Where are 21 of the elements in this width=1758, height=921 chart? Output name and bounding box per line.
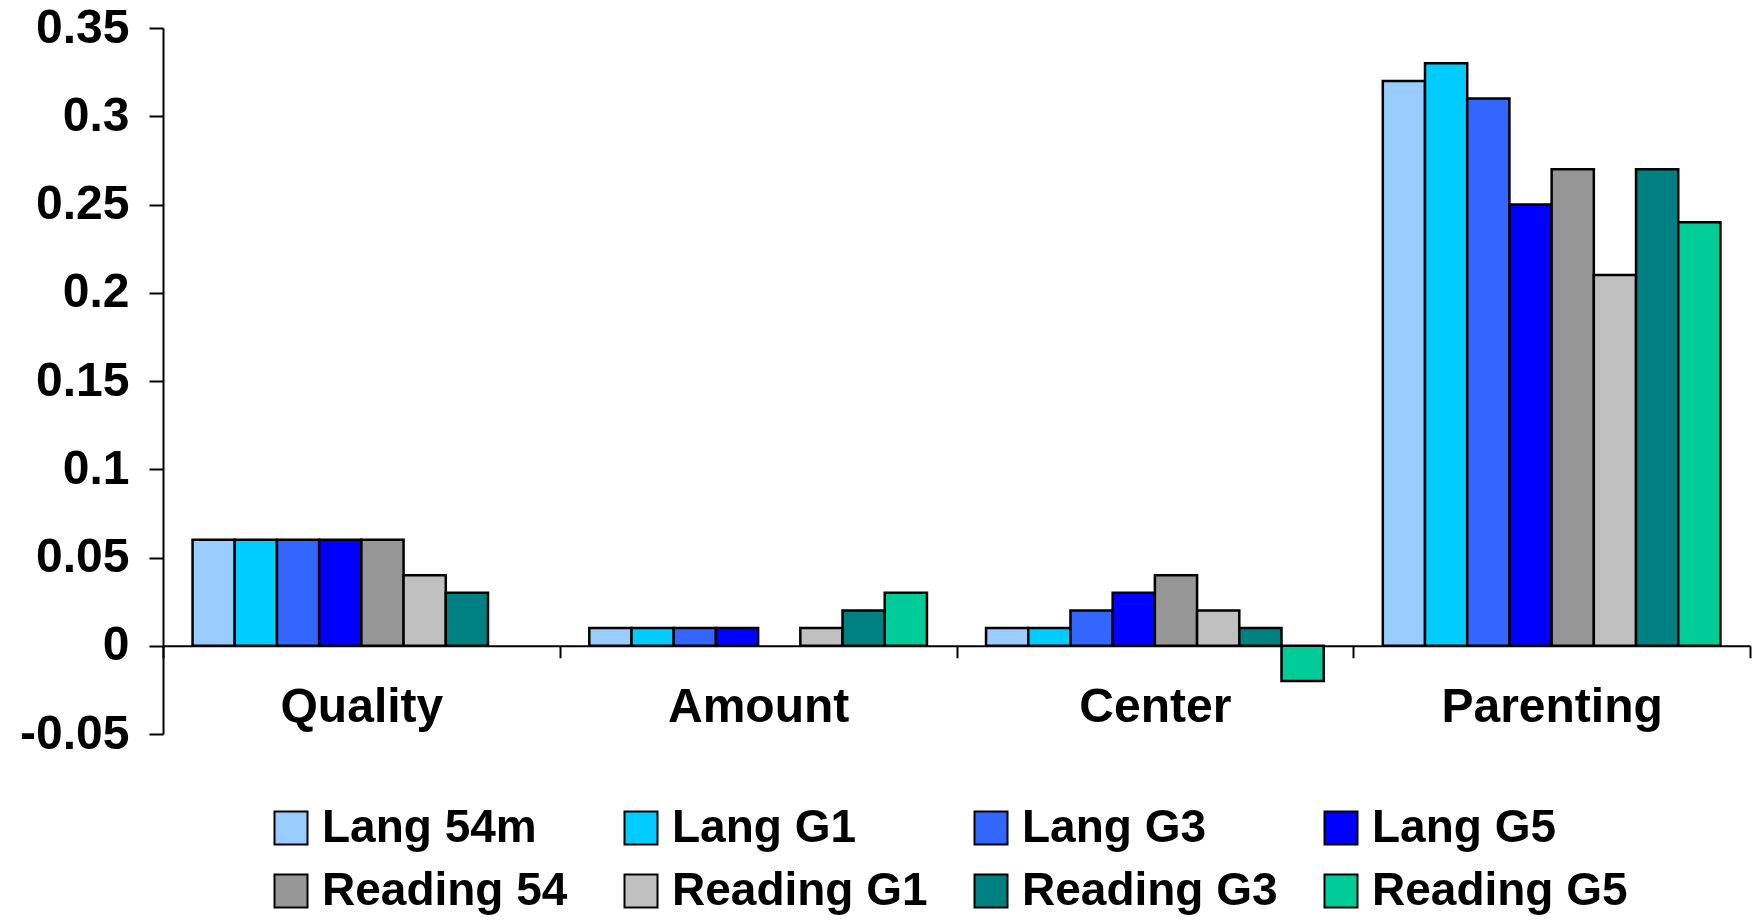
- x-tick-label: Amount: [667, 679, 850, 733]
- y-tick-label: 0: [102, 617, 130, 671]
- y-tick-label: 0.35: [36, 0, 130, 53]
- y-tick-label: 0.3: [62, 87, 130, 141]
- y-tick-label: 0.25: [36, 176, 130, 229]
- y-tick-label: 0.15: [36, 352, 130, 406]
- y-tick-label: -0.05: [20, 705, 130, 759]
- x-tick-label: Parenting: [1441, 679, 1663, 733]
- legend-label: Reading G3: [1022, 863, 1278, 915]
- legend-label: Reading G5: [1372, 863, 1628, 915]
- legend-label: Reading 54: [322, 863, 568, 915]
- y-tick-label: 0.1: [62, 440, 130, 494]
- legend-label: Lang G1: [672, 800, 857, 852]
- legend-label: Lang G3: [1022, 800, 1207, 852]
- y-tick-label: 0.05: [36, 529, 130, 582]
- y-tick-label: 0.2: [62, 264, 130, 318]
- legend-label: Lang 54m: [322, 800, 537, 852]
- legend-label: Reading G1: [672, 863, 928, 915]
- x-tick-label: Quality: [280, 679, 444, 733]
- x-tick-label: Center: [1079, 679, 1232, 733]
- legend-label: Lang G5: [1372, 800, 1557, 852]
